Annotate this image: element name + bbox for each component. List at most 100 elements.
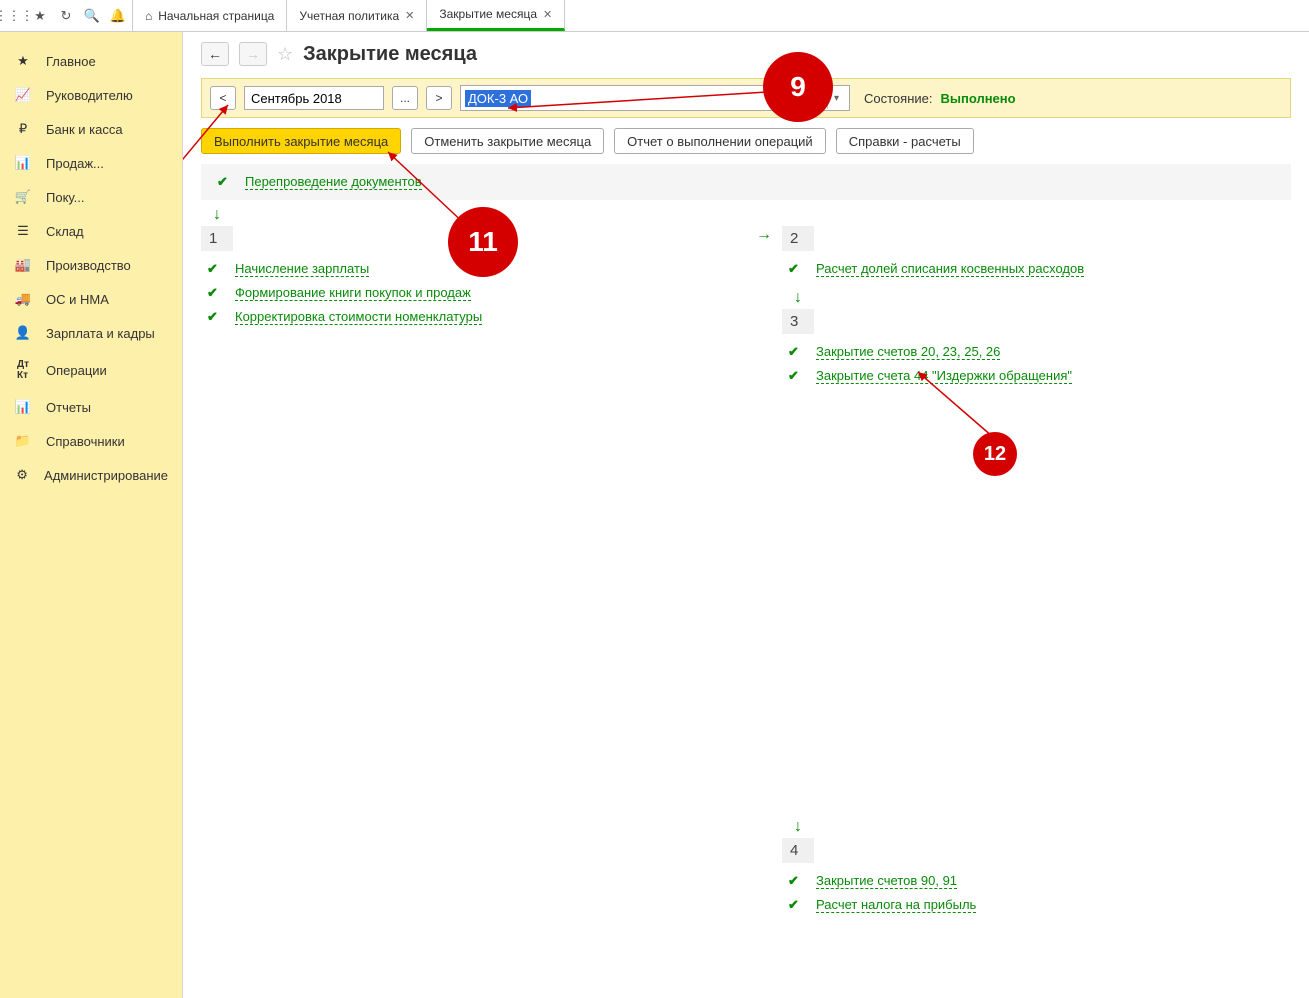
cart-icon: 🛒 bbox=[14, 189, 32, 205]
check-icon: ✔ bbox=[788, 873, 804, 889]
period-picker-button[interactable]: ... bbox=[392, 86, 418, 110]
sidebar-item-warehouse[interactable]: ☰ Склад bbox=[0, 214, 182, 248]
tab-policy-label: Учетная политика bbox=[299, 9, 399, 23]
next-period-button[interactable]: > bbox=[426, 86, 452, 110]
sidebar: ★ Главное 📈Руководителю ₽Банк и касса 📊 Пр… bbox=[0, 32, 183, 998]
sidebar-item-label: Отчеты bbox=[46, 400, 91, 415]
sidebar-item-label: Главное bbox=[46, 54, 96, 69]
sidebar-item-sales[interactable]: 📊 Продаж... bbox=[0, 146, 182, 180]
back-button[interactable]: ← bbox=[201, 42, 229, 66]
report-icon: 📊 bbox=[14, 399, 32, 415]
sidebar-item-label: Операции bbox=[46, 363, 107, 378]
reposting-row: ✔ Перепроведение документов bbox=[201, 164, 1291, 200]
sidebar-item-label: ОС и НМА bbox=[46, 292, 109, 307]
truck-icon: 🚚 bbox=[14, 291, 32, 307]
column-1: 1 ✔ Начисление зарплаты ✔ Формирование кни… bbox=[201, 226, 736, 925]
check-icon: ✔ bbox=[207, 261, 223, 277]
check-icon: ✔ bbox=[207, 309, 223, 325]
tab-home-label: Начальная страница bbox=[158, 9, 274, 23]
sidebar-item-reports[interactable]: 📊 Отчеты bbox=[0, 390, 182, 424]
sidebar-item-bank[interactable]: ₽Банк и касса bbox=[0, 112, 182, 146]
stage-link[interactable]: Закрытие счетов 90, 91 bbox=[816, 873, 957, 889]
period-input[interactable] bbox=[244, 86, 384, 110]
history-icon[interactable]: ↻ bbox=[58, 8, 74, 24]
sidebar-item-manager[interactable]: 📈Руководителю bbox=[0, 78, 182, 112]
references-button[interactable]: Справки - расчеты bbox=[836, 128, 974, 154]
sidebar-item-production[interactable]: 🏭Производство bbox=[0, 248, 182, 282]
stage-link[interactable]: Расчет налога на прибыль bbox=[816, 897, 976, 913]
apps-icon[interactable]: ⋮⋮⋮ bbox=[6, 8, 22, 24]
sidebar-item-label: Зарплата и кадры bbox=[46, 326, 155, 341]
sidebar-item-admin[interactable]: ⚙ Администрирование bbox=[0, 458, 182, 492]
period-bar: < ... > ДОК-3 АО ▾ Состояние: Выполнено bbox=[201, 78, 1291, 118]
bell-icon[interactable]: 🔔 bbox=[110, 8, 126, 24]
gear-icon: ⚙ bbox=[14, 467, 30, 483]
reposting-link[interactable]: Перепроведение документов bbox=[245, 174, 422, 190]
check-icon: ✔ bbox=[788, 261, 804, 277]
arrow-down-icon: ↓ bbox=[794, 818, 1291, 836]
action-bar: Выполнить закрытие месяца Отменить закры… bbox=[201, 128, 1291, 154]
tab-closing-label: Закрытие месяца bbox=[439, 7, 537, 21]
top-toolbar: ⋮⋮⋮ ★ ↻ 🔍 🔔 ⌂ Начальная страница Учетная… bbox=[0, 0, 1309, 32]
sidebar-item-refs[interactable]: 📁 Справочники bbox=[0, 424, 182, 458]
column-2: → 2 ✔ Расчет долей списания косвенных рас… bbox=[756, 226, 1291, 925]
arrow-down-icon: ↓ bbox=[213, 206, 1291, 224]
sidebar-item-label: Справочники bbox=[46, 434, 125, 449]
page-header: ← → ☆ Закрытие месяца bbox=[201, 42, 1291, 66]
tool-icons: ⋮⋮⋮ ★ ↻ 🔍 🔔 bbox=[0, 0, 133, 31]
check-icon: ✔ bbox=[788, 344, 804, 360]
stage-4-header: 4 bbox=[782, 838, 814, 863]
stage-1-header: 1 bbox=[201, 226, 233, 251]
chart-icon: 📈 bbox=[14, 87, 32, 103]
sidebar-item-assets[interactable]: 🚚 ОС и НМА bbox=[0, 282, 182, 316]
folder-icon: 📁 bbox=[14, 433, 32, 449]
callout-9: 9 bbox=[763, 52, 833, 122]
stage-link[interactable]: Корректировка стоимости номенклатуры bbox=[235, 309, 482, 325]
forward-button[interactable]: → bbox=[239, 42, 267, 66]
search-icon[interactable]: 🔍 bbox=[84, 8, 100, 24]
prev-period-button[interactable]: < bbox=[210, 86, 236, 110]
stage-link[interactable]: Формирование книги покупок и продаж bbox=[235, 285, 471, 301]
cancel-button[interactable]: Отменить закрытие месяца bbox=[411, 128, 604, 154]
callout-12: 12 bbox=[973, 432, 1017, 476]
execute-button[interactable]: Выполнить закрытие месяца bbox=[201, 128, 401, 154]
sidebar-item-label: Производство bbox=[46, 258, 131, 273]
stage-link[interactable]: Закрытие счетов 20, 23, 25, 26 bbox=[816, 344, 1000, 360]
sidebar-item-purchases[interactable]: 🛒 Поку... bbox=[0, 180, 182, 214]
favorite-icon[interactable]: ☆ bbox=[277, 44, 293, 65]
tab-policy[interactable]: Учетная политика ✕ bbox=[287, 0, 427, 31]
content: ← → ☆ Закрытие месяца < ... > ДОК-3 АО ▾… bbox=[183, 32, 1309, 998]
close-icon[interactable]: ✕ bbox=[405, 9, 414, 22]
star-icon: ★ bbox=[14, 53, 32, 69]
sidebar-item-operations[interactable]: ДтКтОперации bbox=[0, 350, 182, 390]
callout-11: 11 bbox=[448, 207, 518, 277]
sidebar-item-payroll[interactable]: 👤Зарплата и кадры bbox=[0, 316, 182, 350]
status-value: Выполнено bbox=[940, 91, 1015, 106]
tab-home[interactable]: ⌂ Начальная страница bbox=[133, 0, 287, 31]
stage-2-header: 2 bbox=[782, 226, 814, 251]
sidebar-item-label: Продаж... bbox=[46, 156, 104, 171]
bar-icon: 📊 bbox=[14, 155, 32, 171]
box-icon: ☰ bbox=[14, 223, 32, 239]
home-icon: ⌂ bbox=[145, 9, 152, 23]
arrow-down-icon: ↓ bbox=[794, 289, 1291, 307]
sidebar-item-label: Администрирование bbox=[44, 468, 168, 483]
close-icon[interactable]: ✕ bbox=[543, 8, 552, 21]
sidebar-item-label: Склад bbox=[46, 224, 84, 239]
check-icon: ✔ bbox=[217, 174, 233, 190]
report-button[interactable]: Отчет о выполнении операций bbox=[614, 128, 826, 154]
tab-closing[interactable]: Закрытие месяца ✕ bbox=[427, 0, 565, 31]
sidebar-item-label: Поку... bbox=[46, 190, 84, 205]
stage-link[interactable]: Начисление зарплаты bbox=[235, 261, 369, 277]
check-icon: ✔ bbox=[788, 897, 804, 913]
check-icon: ✔ bbox=[207, 285, 223, 301]
page-title: Закрытие месяца bbox=[303, 43, 477, 66]
arrow-right-icon: → bbox=[756, 226, 772, 244]
status-label: Состояние: bbox=[864, 91, 932, 106]
stage-link[interactable]: Расчет долей списания косвенных расходов bbox=[816, 261, 1084, 277]
ruble-icon: ₽ bbox=[14, 121, 32, 137]
star-icon[interactable]: ★ bbox=[32, 8, 48, 24]
stage-link[interactable]: Закрытие счета 44 "Издержки обращения" bbox=[816, 368, 1072, 384]
sidebar-item-main[interactable]: ★ Главное bbox=[0, 44, 182, 78]
check-icon: ✔ bbox=[788, 368, 804, 384]
